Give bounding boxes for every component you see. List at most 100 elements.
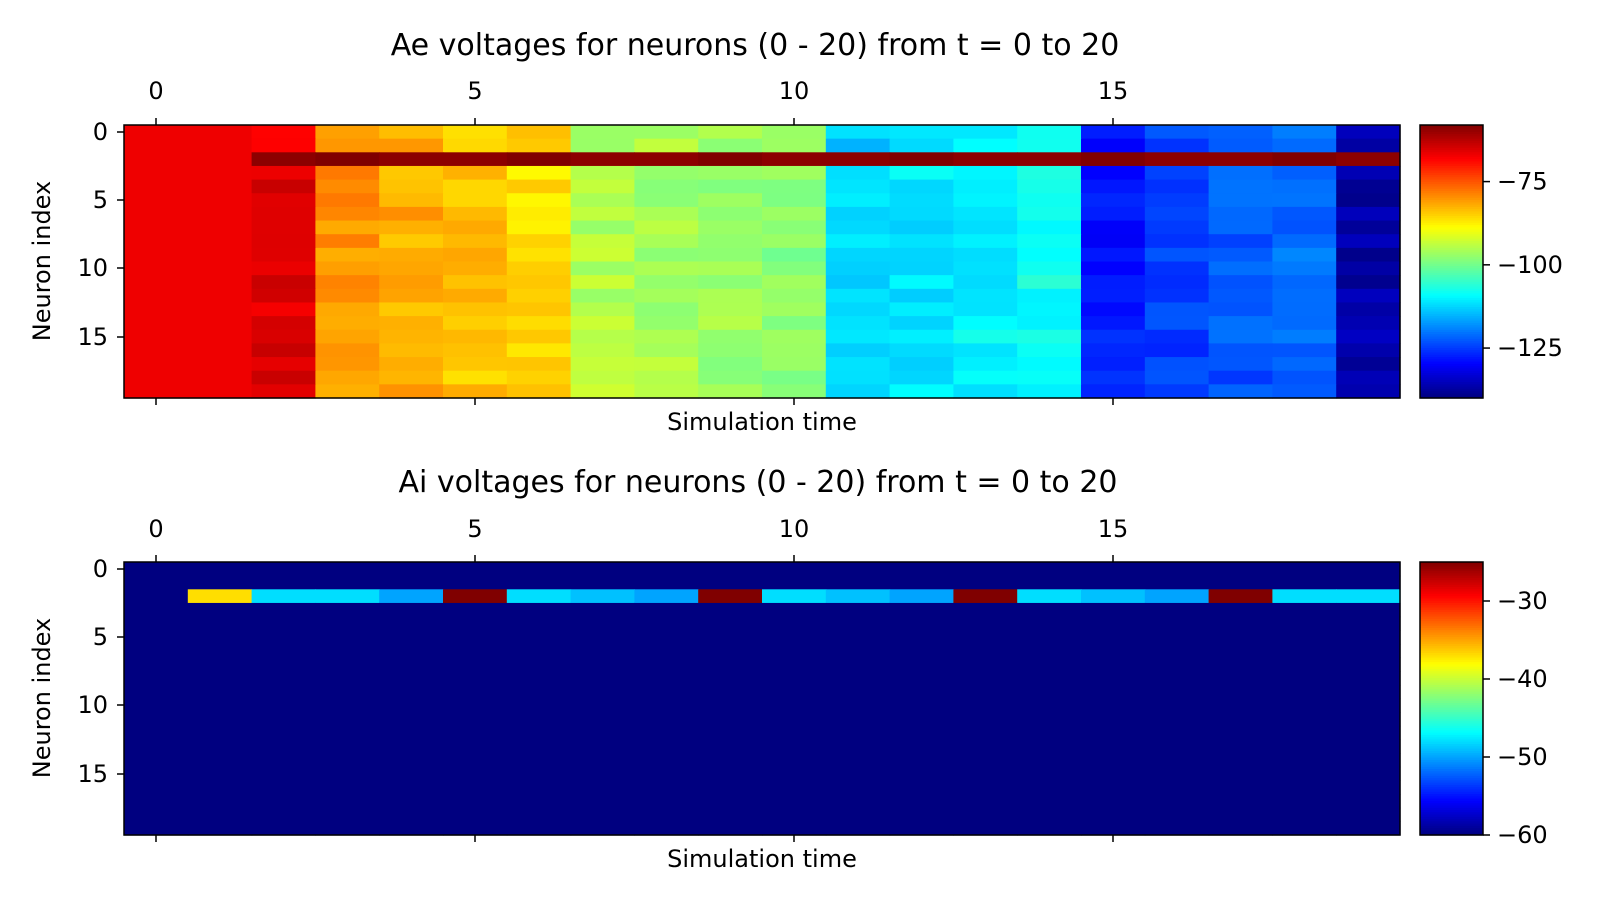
colorbar-tick-label-1-3: −60	[1497, 821, 1548, 849]
heatmap-cell-1-3-2	[251, 602, 316, 618]
heatmap-cell-1-13-9	[698, 739, 763, 754]
heatmap-cell-0-0-12	[889, 125, 954, 140]
heatmap-cell-0-18-0	[124, 370, 189, 385]
colorbar-band-1-83	[1420, 750, 1483, 754]
colorbar-band-0-15	[1420, 159, 1483, 163]
colorbar-band-1-99	[1420, 787, 1483, 791]
heatmap-cell-1-15-15	[1081, 766, 1146, 781]
heatmap-cell-1-2-0	[124, 589, 189, 604]
heatmap-cell-1-15-17	[1208, 766, 1273, 781]
ae-heatmap-cells	[124, 125, 1401, 399]
heatmap-cell-0-17-10	[762, 357, 827, 372]
heatmap-cell-1-6-5	[443, 643, 508, 659]
heatmap-cell-1-17-14	[1017, 794, 1082, 809]
colorbar-band-1-3	[1420, 568, 1483, 572]
colorbar-band-0-61	[1420, 263, 1483, 267]
heatmap-cell-0-3-17	[1208, 165, 1273, 181]
heatmap-cell-0-11-7	[570, 275, 635, 290]
heatmap-cell-0-2-1	[187, 152, 253, 167]
heatmap-cell-1-11-10	[762, 712, 827, 727]
heatmap-cell-1-6-11	[825, 643, 891, 659]
heatmap-cell-0-8-1	[187, 234, 253, 249]
heatmap-cell-1-2-9	[698, 589, 763, 604]
colorbar-band-0-73	[1420, 291, 1483, 294]
heatmap-cell-0-16-1	[187, 343, 253, 358]
heatmap-cell-0-9-9	[698, 247, 763, 263]
colorbar-band-1-78	[1420, 739, 1483, 743]
heatmap-cell-1-7-12	[889, 657, 954, 672]
heatmap-cell-1-7-8	[634, 657, 699, 672]
colorbar-band-0-36	[1420, 206, 1483, 210]
heatmap-cell-1-16-1	[187, 780, 253, 795]
heatmap-cell-1-2-7	[570, 589, 635, 604]
heatmap-cell-1-4-7	[570, 616, 635, 631]
heatmap-cell-1-13-0	[124, 739, 189, 754]
heatmap-cell-0-4-11	[825, 179, 891, 194]
heatmap-cell-0-6-13	[953, 206, 1018, 222]
heatmap-cell-0-0-10	[762, 125, 827, 140]
colorbar-band-0-116	[1420, 388, 1483, 392]
colorbar-band-1-37	[1420, 646, 1483, 650]
colorbar-band-1-109	[1420, 809, 1483, 813]
heatmap-cell-0-0-19	[1336, 125, 1401, 140]
colorbar-band-0-72	[1420, 288, 1483, 292]
heatmap-cell-1-3-17	[1208, 602, 1273, 618]
heatmap-cell-0-6-14	[1017, 206, 1082, 222]
heatmap-cell-0-12-9	[698, 288, 763, 304]
heatmap-cell-0-8-19	[1336, 234, 1401, 249]
colorbar-band-0-50	[1420, 238, 1483, 242]
heatmap-cell-1-9-14	[1017, 684, 1082, 700]
heatmap-cell-0-14-0	[124, 316, 189, 331]
heatmap-cell-1-0-13	[953, 562, 1018, 577]
heatmap-cell-0-19-9	[698, 384, 763, 399]
ai-y-tick-label-10: 10	[77, 691, 108, 719]
heatmap-cell-1-15-9	[698, 766, 763, 781]
heatmap-cell-0-12-17	[1208, 288, 1273, 304]
heatmap-cell-1-3-12	[889, 602, 954, 618]
heatmap-cell-1-8-19	[1336, 671, 1401, 686]
heatmap-cell-0-2-3	[315, 152, 380, 167]
colorbar-band-0-64	[1420, 270, 1483, 274]
heatmap-cell-0-14-19	[1336, 316, 1401, 331]
colorbar-band-1-32	[1420, 634, 1483, 638]
heatmap-cell-0-1-3	[315, 138, 380, 153]
heatmap-cell-0-9-10	[762, 247, 827, 263]
colorbar-band-0-101	[1420, 354, 1483, 358]
heatmap-cell-1-9-9	[698, 684, 763, 700]
heatmap-cell-0-9-2	[251, 247, 316, 263]
colorbar-band-0-56	[1420, 252, 1483, 256]
heatmap-cell-0-15-14	[1017, 329, 1082, 344]
heatmap-cell-0-2-5	[443, 152, 508, 167]
colorbar-band-0-12	[1420, 152, 1483, 156]
heatmap-cell-1-13-1	[187, 739, 253, 754]
heatmap-cell-1-14-10	[762, 753, 827, 768]
heatmap-cell-0-18-1	[187, 370, 253, 385]
heatmap-cell-0-0-0	[124, 125, 189, 140]
heatmap-cell-0-12-0	[124, 288, 189, 304]
heatmap-cell-1-17-7	[570, 794, 635, 809]
heatmap-cell-1-2-13	[953, 589, 1018, 604]
heatmap-cell-1-16-6	[506, 780, 572, 795]
heatmap-cell-0-17-15	[1081, 357, 1146, 372]
heatmap-cell-0-10-15	[1081, 261, 1146, 276]
colorbar-band-0-118	[1420, 393, 1483, 397]
heatmap-cell-1-12-15	[1081, 725, 1146, 741]
colorbar-band-1-21	[1420, 609, 1483, 613]
heatmap-cell-0-12-8	[634, 288, 699, 304]
heatmap-cell-1-14-15	[1081, 753, 1146, 768]
heatmap-cell-0-3-10	[762, 165, 827, 181]
heatmap-cell-1-13-5	[443, 739, 508, 754]
heatmap-cell-0-16-10	[762, 343, 827, 358]
heatmap-cell-0-4-15	[1081, 179, 1146, 194]
heatmap-cell-0-19-17	[1208, 384, 1273, 399]
heatmap-cell-1-3-6	[506, 602, 572, 618]
ai-y-tick-label-15: 15	[77, 760, 108, 788]
heatmap-cell-0-16-13	[953, 343, 1018, 358]
heatmap-cell-1-6-17	[1208, 643, 1273, 659]
heatmap-cell-1-1-4	[379, 575, 444, 590]
heatmap-cell-0-2-12	[889, 152, 954, 167]
heatmap-cell-0-5-18	[1272, 193, 1337, 208]
colorbar-band-0-82	[1420, 311, 1483, 315]
heatmap-cell-0-7-6	[506, 220, 572, 235]
heatmap-cell-1-4-0	[124, 616, 189, 631]
